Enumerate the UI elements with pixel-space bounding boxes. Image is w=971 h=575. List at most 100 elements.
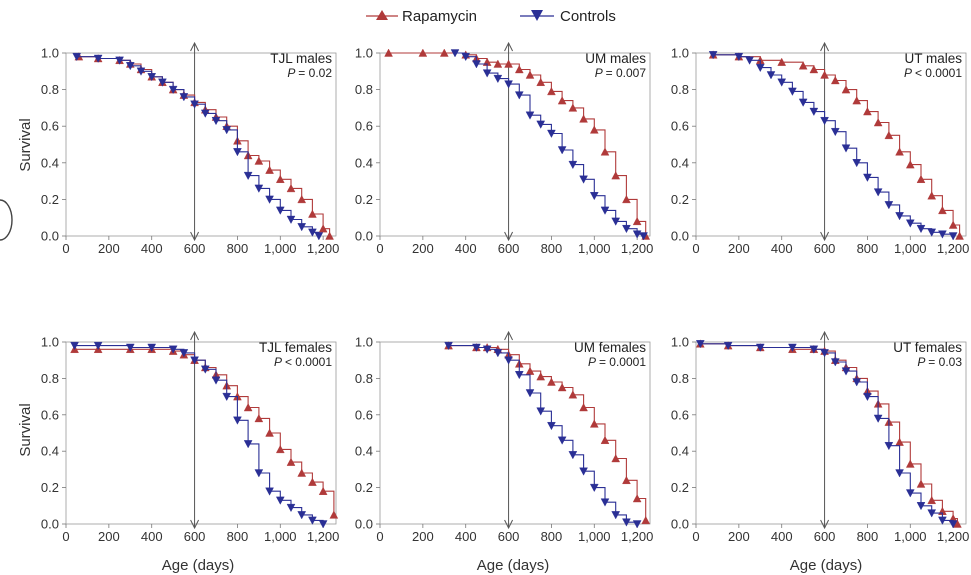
data-point bbox=[190, 100, 199, 109]
data-point bbox=[297, 511, 307, 520]
data-point bbox=[168, 345, 178, 354]
data-point bbox=[852, 159, 862, 168]
x-tick-label: 600 bbox=[814, 529, 836, 544]
data-point bbox=[254, 156, 264, 165]
data-point bbox=[863, 392, 872, 402]
data-point bbox=[916, 224, 926, 234]
start-marker-arrow-up bbox=[190, 41, 200, 52]
data-point bbox=[863, 173, 872, 182]
panel-title: UM females bbox=[574, 340, 646, 355]
data-point bbox=[325, 231, 334, 240]
data-point bbox=[286, 503, 296, 513]
x-axis-label-col2: Age (days) bbox=[477, 557, 550, 574]
data-point bbox=[482, 69, 492, 78]
y-tick-label: 1.0 bbox=[671, 335, 689, 350]
data-point bbox=[472, 60, 481, 69]
y-tick-label: 0.0 bbox=[671, 517, 689, 532]
data-point bbox=[482, 345, 492, 354]
data-point bbox=[275, 174, 285, 183]
y-tick-label: 0.8 bbox=[671, 82, 689, 97]
start-marker-arrow-down bbox=[504, 519, 514, 530]
data-point bbox=[955, 231, 964, 240]
data-point bbox=[611, 171, 621, 180]
x-tick-label: 800 bbox=[857, 241, 879, 256]
y-tick-label: 1.0 bbox=[671, 46, 689, 61]
y-tick-label: 1.0 bbox=[355, 335, 373, 350]
data-point bbox=[579, 403, 588, 412]
data-point bbox=[308, 516, 317, 525]
data-point bbox=[708, 51, 718, 60]
data-point bbox=[254, 184, 264, 193]
data-point bbox=[841, 144, 851, 153]
data-point bbox=[622, 194, 631, 204]
x-tick-label: 600 bbox=[498, 241, 520, 256]
start-marker-arrow-up bbox=[190, 330, 200, 341]
data-point bbox=[873, 188, 883, 197]
survival-line bbox=[713, 54, 961, 236]
x-tick-label: 400 bbox=[455, 529, 477, 544]
data-point bbox=[755, 63, 765, 73]
x-tick-label: 400 bbox=[771, 241, 793, 256]
data-point bbox=[632, 230, 642, 239]
y-tick-label: 0.4 bbox=[355, 444, 373, 459]
data-point bbox=[568, 160, 578, 170]
y-tick-label: 0.4 bbox=[671, 155, 689, 170]
data-point bbox=[115, 56, 124, 65]
survival-line bbox=[700, 343, 954, 524]
start-marker-arrow-up bbox=[504, 41, 514, 52]
data-point bbox=[557, 436, 567, 445]
data-point bbox=[211, 117, 221, 126]
data-point bbox=[695, 340, 705, 349]
data-point bbox=[632, 216, 642, 226]
data-point bbox=[589, 192, 599, 201]
panels: 0.0 0.2 0.4 0.6 0.8 1.0 0 200 400 600 800 1,000 1,20… bbox=[41, 41, 969, 544]
data-point bbox=[938, 205, 947, 215]
data-point bbox=[525, 389, 535, 398]
data-point bbox=[265, 195, 274, 204]
data-point bbox=[461, 52, 471, 62]
data-point bbox=[895, 212, 904, 221]
data-point bbox=[254, 414, 264, 423]
x-tick-label: 600 bbox=[184, 241, 206, 256]
data-point bbox=[622, 224, 631, 234]
data-point bbox=[190, 356, 199, 365]
data-point bbox=[905, 160, 915, 169]
y-tick-label: 0.8 bbox=[41, 82, 59, 97]
data-point bbox=[329, 510, 339, 519]
survival-line bbox=[78, 56, 331, 236]
x-tick-label: 200 bbox=[728, 241, 750, 256]
survival-line bbox=[448, 345, 647, 521]
data-point bbox=[579, 114, 588, 123]
x-tick-label: 600 bbox=[184, 529, 206, 544]
x-tick-label: 400 bbox=[455, 241, 477, 256]
y-tick-label: 0.6 bbox=[671, 407, 689, 422]
plot-frame bbox=[379, 341, 651, 525]
survival-line bbox=[713, 54, 954, 236]
y-axis-label-bottom: Survival bbox=[17, 403, 34, 456]
y-tick-label: 0.0 bbox=[355, 229, 373, 244]
x-tick-label: 800 bbox=[541, 529, 563, 544]
data-point bbox=[600, 435, 610, 444]
data-point bbox=[723, 341, 733, 351]
series-rapamycin bbox=[444, 341, 651, 525]
data-point bbox=[297, 194, 307, 204]
series-controls bbox=[450, 49, 648, 241]
survival-line bbox=[448, 345, 638, 524]
data-point bbox=[243, 171, 253, 181]
data-point bbox=[318, 486, 328, 495]
data-point bbox=[547, 129, 556, 138]
data-point bbox=[318, 224, 328, 233]
data-point bbox=[873, 414, 883, 423]
y-tick-label: 0.0 bbox=[41, 517, 59, 532]
data-point bbox=[557, 383, 567, 392]
survival-line bbox=[700, 343, 958, 524]
data-point bbox=[557, 96, 567, 105]
data-point bbox=[200, 109, 210, 118]
data-point bbox=[308, 209, 317, 218]
y-tick-label: 1.0 bbox=[41, 46, 59, 61]
data-point bbox=[905, 219, 915, 228]
series-controls bbox=[72, 52, 324, 241]
panel-title: UM males bbox=[585, 51, 646, 66]
data-point bbox=[611, 454, 621, 463]
